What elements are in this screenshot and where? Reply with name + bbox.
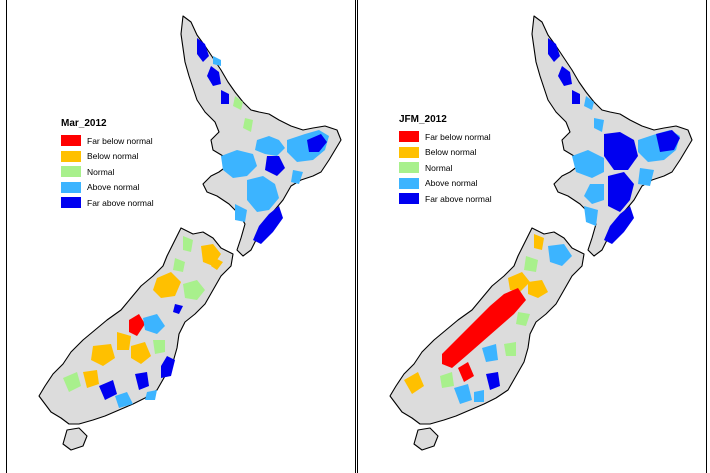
legend-item-far-below: Far below normal — [61, 133, 154, 149]
legend-item-far-above: Far above normal — [399, 191, 492, 207]
legend-swatch — [399, 146, 419, 158]
legend-item-above: Above normal — [399, 176, 492, 192]
legend-item-normal: Normal — [399, 160, 492, 176]
legend-title: Mar_2012 — [61, 118, 107, 129]
legend: Mar_2012 Far below normal Below normal N… — [61, 118, 154, 211]
legend-label: Far below normal — [425, 131, 491, 142]
legend-swatch — [61, 166, 81, 178]
legend-item-above: Above normal — [61, 180, 154, 196]
new-zealand-map — [38, 15, 342, 451]
legend-swatch — [61, 197, 81, 209]
legend-item-normal: Normal — [61, 164, 154, 180]
legend-label: Below normal — [425, 147, 477, 158]
legend-swatch — [399, 131, 419, 143]
legend-label: Far below normal — [87, 135, 153, 146]
map-panel-jfm-2012: JFM_2012 Far below normal Below normal N… — [357, 0, 707, 473]
legend-label: Above normal — [87, 182, 140, 193]
legend-title: JFM_2012 — [399, 114, 447, 125]
legend-label: Far above normal — [425, 193, 492, 204]
legend-swatch — [61, 135, 81, 147]
legend-item-far-above: Far above normal — [61, 195, 154, 211]
legend-label: Above normal — [425, 178, 478, 189]
legend-swatch — [61, 150, 81, 162]
catchments — [404, 38, 680, 404]
legend-swatch — [399, 177, 419, 189]
legend-label: Normal — [87, 166, 115, 177]
map-panel-mar-2012: Mar_2012 Far below normal Below normal N… — [6, 0, 356, 473]
legend-label: Normal — [425, 162, 453, 173]
land — [389, 15, 693, 451]
catchments — [63, 38, 329, 408]
legend: JFM_2012 Far below normal Below normal N… — [399, 114, 492, 207]
legend-label: Far above normal — [87, 197, 154, 208]
land — [38, 15, 342, 451]
stewart-island — [413, 427, 439, 451]
legend-swatch — [399, 162, 419, 174]
stewart-island — [62, 427, 88, 451]
new-zealand-map — [389, 15, 693, 451]
legend-item-below: Below normal — [61, 149, 154, 165]
legend-swatch — [61, 181, 81, 193]
legend-item-below: Below normal — [399, 145, 492, 161]
legend-item-far-below: Far below normal — [399, 129, 492, 145]
legend-swatch — [399, 193, 419, 205]
legend-label: Below normal — [87, 151, 139, 162]
